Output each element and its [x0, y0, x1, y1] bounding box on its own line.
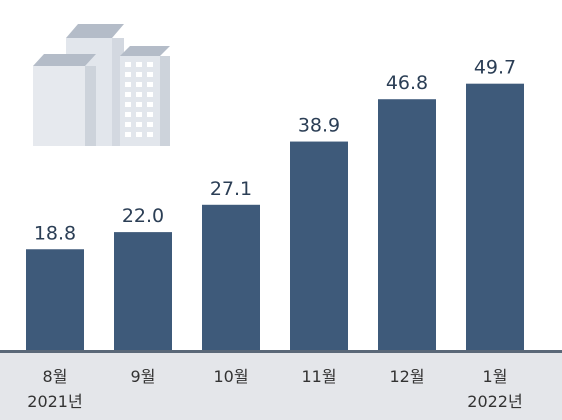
building-window	[125, 102, 131, 107]
value-label-0: 18.8	[34, 222, 76, 244]
x-tick-year-0: 2021년	[27, 392, 82, 411]
value-label-5: 49.7	[474, 57, 516, 79]
bar-1	[114, 232, 172, 350]
building-right	[120, 56, 160, 146]
building-window	[147, 62, 153, 67]
building-left-roof	[33, 54, 96, 66]
x-tick-month-1: 9월	[131, 367, 156, 386]
value-labels-group: 18.8 22.0 27.1 38.9 46.8 49.7	[34, 57, 516, 245]
apartment-buildings-illustration	[33, 24, 170, 146]
building-window	[136, 72, 142, 77]
value-label-3: 38.9	[298, 115, 340, 137]
x-tick-year-5: 2022년	[467, 392, 522, 411]
building-window	[136, 92, 142, 97]
x-tick-month-4: 12월	[389, 367, 424, 386]
x-tick-month-5: 1월	[483, 367, 508, 386]
building-window	[125, 72, 131, 77]
bar-0	[26, 249, 84, 350]
building-window	[147, 102, 153, 107]
building-window	[125, 62, 131, 67]
building-right-side	[160, 56, 170, 146]
value-label-4: 46.8	[386, 72, 428, 94]
building-left	[33, 66, 85, 146]
bar-5	[466, 83, 524, 351]
building-window	[136, 82, 142, 87]
x-tick-month-0: 8월	[43, 367, 68, 386]
building-window	[147, 72, 153, 77]
building-window	[136, 62, 142, 67]
bar-2	[202, 204, 260, 350]
x-tick-labels-group: 8월 2021년 9월 10월 11월 12월 1월 2022년	[27, 367, 522, 411]
building-window	[125, 132, 131, 137]
value-label-1: 22.0	[122, 205, 164, 227]
building-right-roof	[120, 46, 170, 56]
x-axis-baseline	[0, 350, 562, 353]
building-windows	[125, 62, 153, 137]
building-window	[147, 132, 153, 137]
bar-3	[290, 141, 348, 350]
building-window	[147, 92, 153, 97]
building-window	[147, 112, 153, 117]
x-axis-band	[0, 352, 562, 420]
building-window	[147, 122, 153, 127]
building-window	[136, 122, 142, 127]
building-window	[136, 102, 142, 107]
building-window	[136, 112, 142, 117]
building-window	[136, 132, 142, 137]
x-tick-month-3: 11월	[301, 367, 336, 386]
x-tick-month-2: 10월	[213, 367, 248, 386]
value-label-2: 27.1	[210, 178, 252, 200]
building-window	[125, 82, 131, 87]
building-left-side	[85, 66, 96, 146]
building-window	[147, 82, 153, 87]
building-window	[125, 92, 131, 97]
building-back-roof	[66, 24, 124, 38]
bars-group	[26, 83, 524, 351]
building-window	[125, 112, 131, 117]
bar-4	[378, 99, 436, 350]
building-window	[125, 122, 131, 127]
